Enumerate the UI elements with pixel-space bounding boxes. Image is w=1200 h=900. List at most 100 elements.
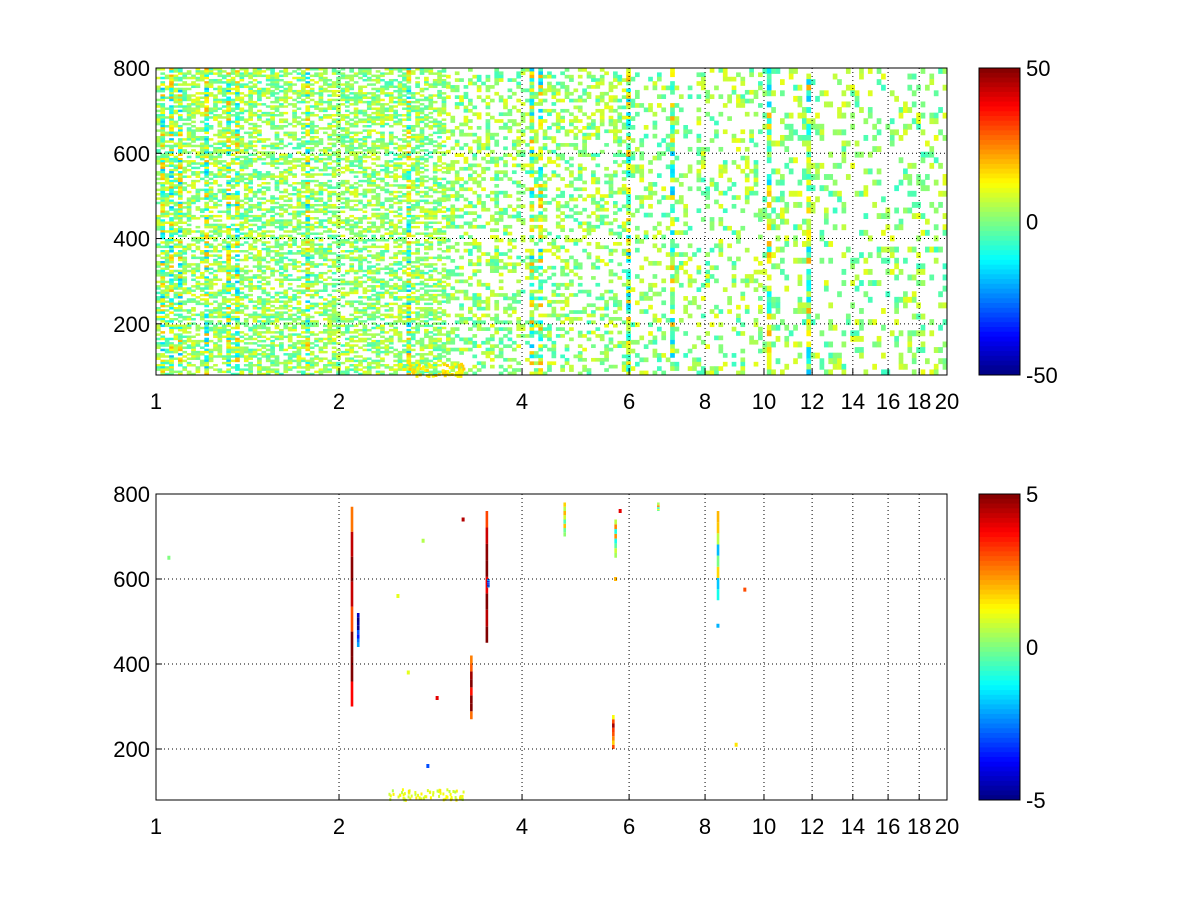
heatmap-cell: [213, 173, 218, 176]
heatmap-cell: [230, 149, 236, 152]
heatmap-cell: [217, 344, 223, 347]
heatmap-cell: [261, 311, 267, 314]
heatmap-cell: [248, 87, 253, 91]
heatmap-cell: [208, 182, 214, 185]
heatmap-cell: [257, 219, 262, 222]
heatmap-cell: [314, 160, 319, 163]
heatmap-cell: [375, 151, 381, 154]
heatmap-cell: [274, 293, 280, 297]
heatmap-cell: [164, 291, 170, 295]
heatmap-cell: [239, 269, 245, 273]
heatmap-cell: [305, 199, 311, 203]
heatmap-cell: [331, 309, 337, 312]
heatmap-cell: [406, 214, 412, 218]
heatmap-cell: [186, 155, 192, 159]
heatmap-cell: [274, 355, 280, 358]
heatmap-cell: [248, 94, 253, 97]
heatmap-cell: [217, 140, 223, 143]
heatmap-cell: [283, 210, 289, 214]
heatmap-cell: [309, 142, 315, 146]
heatmap-cell: [353, 120, 359, 124]
heatmap-cell: [160, 223, 166, 227]
heatmap-cell: [274, 100, 280, 104]
heatmap-cell: [204, 250, 210, 253]
heatmap-cell: [169, 206, 174, 209]
heatmap-cell: [366, 175, 372, 178]
heatmap-cell: [336, 223, 341, 227]
heatmap-cell: [279, 105, 284, 108]
heatmap-cell: [164, 192, 170, 196]
heatmap-cell: [375, 353, 381, 356]
heatmap-cell: [169, 217, 174, 220]
heatmap-cell: [156, 337, 161, 341]
heatmap-cell: [177, 361, 183, 365]
heatmap-cell: [375, 258, 381, 262]
heatmap-cell: [213, 151, 218, 154]
heatmap-cell: [279, 197, 284, 200]
heatmap-cell: [217, 234, 223, 238]
heatmap-cell: [199, 313, 205, 317]
heatmap-cell: [393, 353, 398, 356]
heatmap-cell: [296, 302, 302, 306]
heatmap-cell: [204, 81, 210, 84]
heatmap-cell: [160, 359, 166, 363]
heatmap-cell: [384, 122, 390, 126]
heatmap-cell: [402, 217, 407, 220]
heatmap-cell: [301, 162, 306, 165]
heatmap-cell: [292, 317, 297, 321]
heatmap-cell: [221, 300, 227, 303]
heatmap-cell: [371, 223, 377, 227]
heatmap-cell: [248, 361, 253, 365]
heatmap-cell: [331, 173, 337, 176]
heatmap-cell: [257, 333, 262, 336]
heatmap-cell: [353, 131, 359, 135]
heatmap-cell: [406, 278, 412, 281]
heatmap-cell: [283, 89, 289, 93]
heatmap-cell: [186, 87, 192, 91]
heatmap-cell: [419, 182, 425, 185]
heatmap-cell: [336, 269, 341, 273]
heatmap-cell: [270, 107, 275, 110]
heatmap-cell: [292, 188, 297, 192]
heatmap-cell: [243, 212, 249, 216]
heatmap-cell: [314, 166, 319, 170]
heatmap-cell: [213, 364, 218, 367]
heatmap-cell: [305, 186, 311, 189]
heatmap-cell: [239, 96, 245, 99]
heatmap-cell: [349, 289, 355, 292]
heatmap-cell: [204, 190, 210, 194]
heatmap-cell: [156, 217, 161, 220]
heatmap-cell: [287, 333, 293, 336]
heatmap-cell: [419, 133, 425, 137]
heatmap-cell: [292, 210, 297, 214]
heatmap-cell: [270, 85, 275, 89]
heatmap-cell: [287, 184, 293, 187]
heatmap-cell: [305, 287, 311, 290]
heatmap-cell: [393, 162, 398, 165]
heatmap-cell: [406, 109, 412, 113]
heatmap-cell: [402, 138, 407, 141]
heatmap-cell: [336, 81, 341, 84]
heatmap-cell: [393, 254, 398, 257]
heatmap-cell: [331, 298, 337, 301]
heatmap-cell: [296, 199, 302, 203]
heatmap-cell: [270, 258, 275, 262]
heatmap-cell: [296, 120, 302, 124]
heatmap-cell: [191, 199, 196, 203]
heatmap-cell: [318, 186, 324, 189]
heatmap-cell: [344, 366, 350, 369]
heatmap-cell: [186, 243, 192, 246]
heatmap-cell: [375, 164, 381, 167]
heatmap-cell: [327, 247, 333, 251]
heatmap-cell: [160, 241, 166, 244]
heatmap-cell: [270, 344, 275, 347]
heatmap-cell: [388, 109, 394, 113]
heatmap-cell: [366, 230, 372, 233]
heatmap-cell: [243, 83, 249, 86]
heatmap-cell: [217, 315, 223, 319]
heatmap-cell: [305, 335, 311, 339]
heatmap-cell: [366, 146, 372, 150]
heatmap-cell: [279, 258, 284, 262]
heatmap-cell: [156, 225, 161, 229]
heatmap-cell: [279, 256, 284, 260]
